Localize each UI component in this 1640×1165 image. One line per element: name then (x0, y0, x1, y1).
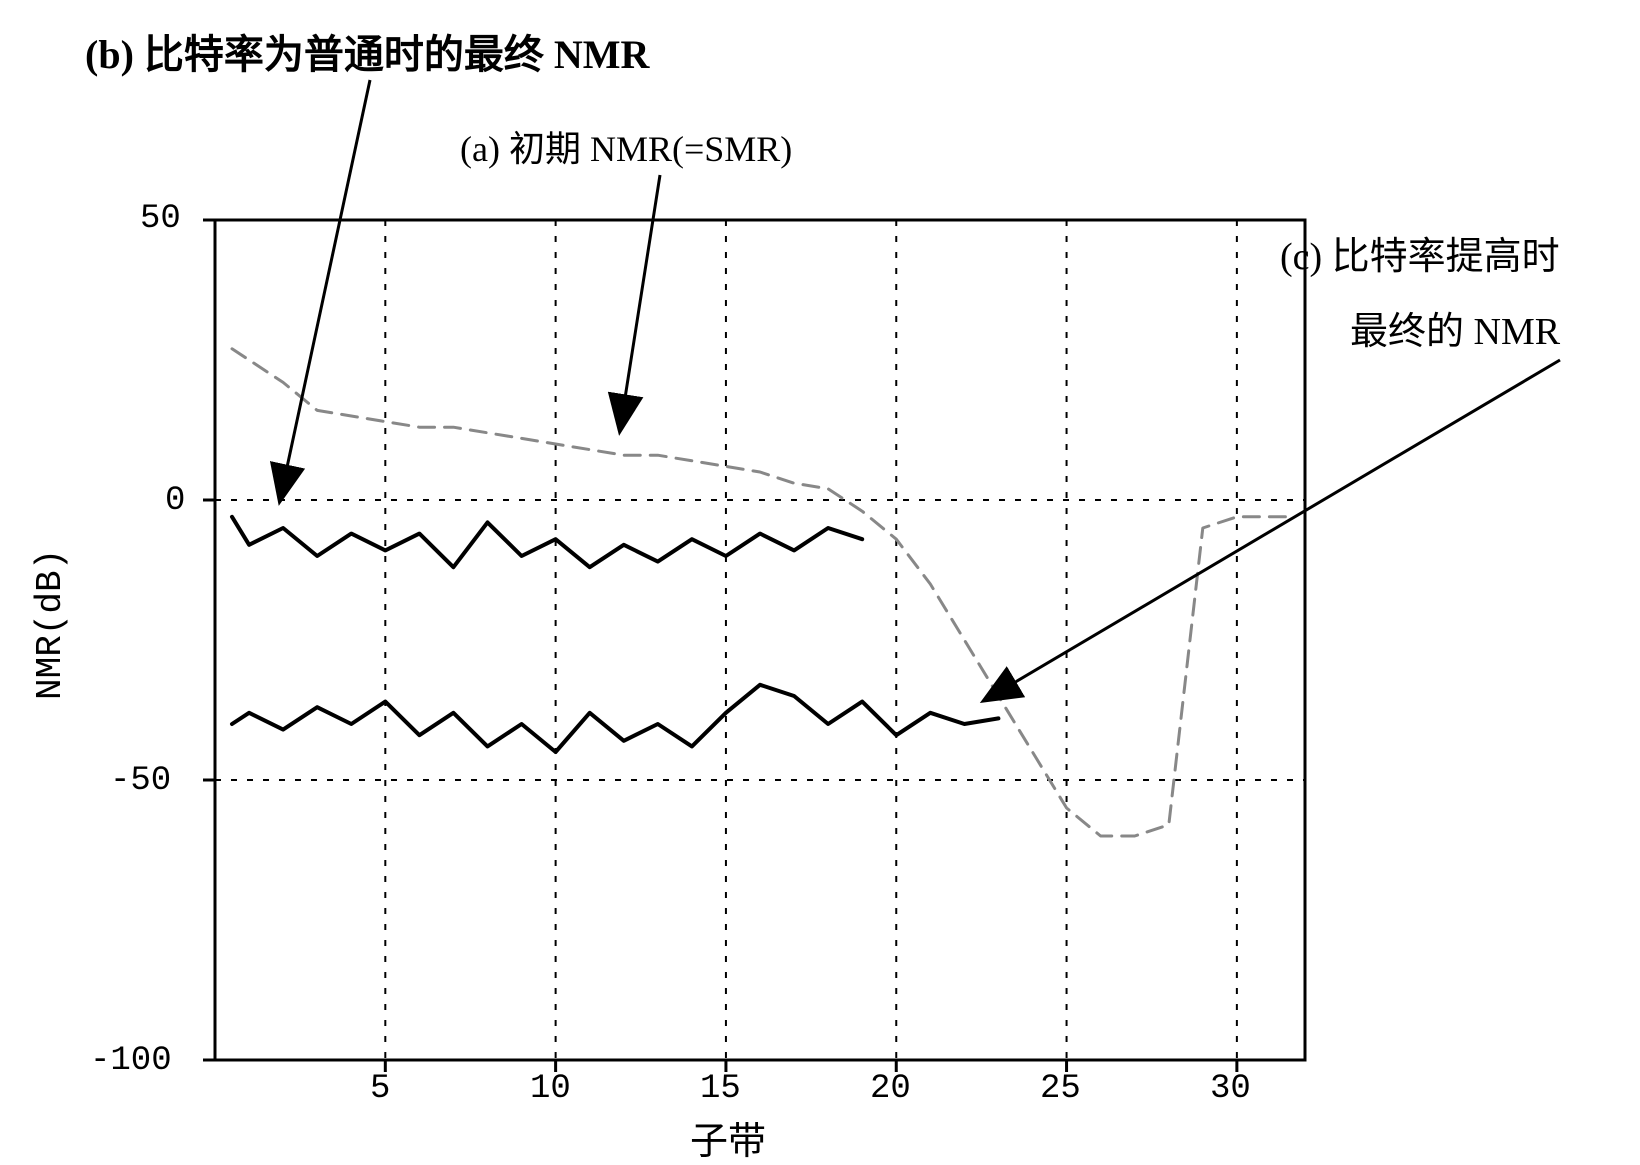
axes-group (215, 220, 1305, 1060)
ticks-group (203, 220, 1237, 1072)
plot-svg (0, 0, 1640, 1156)
grid-group (215, 220, 1305, 1060)
series-c-line (232, 685, 998, 752)
annotation-b-arrow (280, 80, 370, 500)
annotation-a-arrow (620, 175, 660, 430)
figure-root: { "chart": { "type": "line", "xlabel": "… (0, 0, 1640, 1156)
plot-border (215, 220, 1305, 1060)
series-b-line (232, 517, 862, 567)
series-a-line (232, 349, 1288, 836)
arrows-group (280, 80, 1560, 700)
series-group (232, 349, 1288, 836)
annotation-c-arrow (985, 360, 1560, 700)
